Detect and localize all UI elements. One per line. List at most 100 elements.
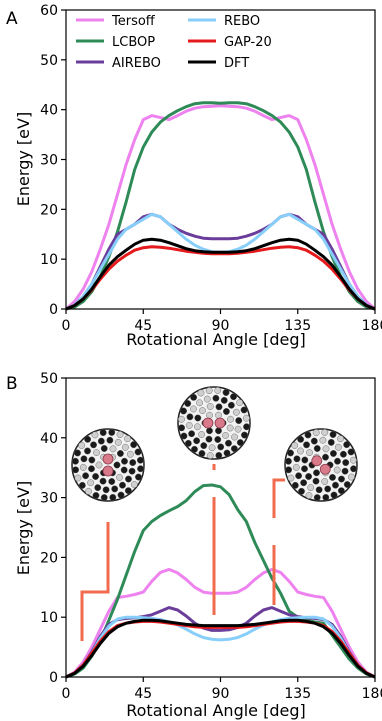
panel-a-xtick-label: 90 <box>212 318 230 334</box>
molecule-center-atom <box>212 394 220 402</box>
molecule-center-atom <box>194 423 201 431</box>
molecule-left-atom <box>124 435 131 443</box>
molecule-center-atom <box>243 414 250 422</box>
molecule-center-atom <box>198 450 206 457</box>
molecule-left-atom <box>87 479 95 487</box>
panel-a-ytick-label: 20 <box>40 202 58 218</box>
molecule-left-atom <box>88 456 96 464</box>
panel-a-series-airebo <box>65 212 376 311</box>
legend-label: GAP-20 <box>224 35 272 50</box>
panel-b-series-airebo <box>65 606 376 679</box>
molecule-left-atom <box>116 431 124 438</box>
molecule-right-atom <box>341 467 349 475</box>
panel-a-series-lcbop <box>65 101 376 311</box>
molecule-right-atom <box>347 448 355 456</box>
molecule-left-atom <box>92 473 99 480</box>
molecule-center-atom <box>232 408 240 416</box>
molecule-left-atom <box>129 459 137 466</box>
molecule-center <box>177 386 251 460</box>
molecule-center-atom <box>217 443 225 451</box>
panel-a-ylabel: Energy [eV] <box>14 112 33 206</box>
molecule-center-atom <box>200 442 208 450</box>
molecule-right-atom <box>315 486 323 494</box>
molecule-left-atom <box>100 494 108 501</box>
molecule-right-atom <box>342 459 350 466</box>
molecule-right-atom <box>295 472 303 480</box>
molecule-right-atom <box>305 492 313 499</box>
molecule-right-atom <box>321 478 329 485</box>
molecule-right-atom <box>350 465 357 473</box>
molecule-left-atom <box>80 455 88 463</box>
molecule-center-atom <box>191 445 198 453</box>
molecule-left-atom <box>116 474 123 481</box>
legend-label: Tersoff <box>111 14 156 29</box>
molecule-center-atom <box>186 413 194 421</box>
molecule-right-atom <box>329 474 336 481</box>
molecule-right-atom <box>304 431 312 439</box>
molecule-center-atom <box>208 444 216 452</box>
molecule-right-atom <box>313 469 320 477</box>
molecule-left-atom <box>111 485 119 493</box>
molecule-right-atom <box>291 481 299 489</box>
molecule-left-dimer-atom <box>102 465 114 477</box>
molecule-right-atom <box>297 435 305 443</box>
molecule-left-atom <box>134 448 142 456</box>
legend-label: DFT <box>224 56 249 71</box>
panel-b-xlabel: Rotational Angle [deg] <box>126 701 306 720</box>
molecule-center-atom <box>185 422 193 429</box>
molecule-right-atom <box>343 441 351 449</box>
molecule-right-atom <box>348 473 355 481</box>
molecule-right-dimer-atom <box>311 455 323 467</box>
panel-a: A Energy [eV] Rotational Angle [deg] 0 45… <box>6 3 382 349</box>
molecule-left-atom <box>125 475 132 483</box>
molecule-right-atom <box>330 491 338 499</box>
molecule-center-atom <box>236 439 244 446</box>
molecule-center-atom <box>180 407 187 415</box>
molecule-right-atom <box>291 442 299 449</box>
panel-a-ytick-label: 0 <box>49 302 58 318</box>
molecule-center-atom <box>214 387 222 394</box>
indicator-lines <box>80 464 285 641</box>
molecule-left-atom <box>84 447 91 455</box>
molecule-left-atom <box>120 466 128 474</box>
molecule-center-atom <box>206 452 214 459</box>
panel-b: B Energy [eV] Rotational Angle [deg] 0 45… <box>6 371 382 720</box>
molecule-left-atom <box>113 461 121 469</box>
panel-b-label: B <box>6 374 18 394</box>
molecule-center-atom <box>199 407 206 414</box>
molecule-right-atom <box>303 441 310 449</box>
molecule-center-atom <box>243 423 250 431</box>
molecule-center-atom <box>215 427 222 435</box>
molecule-right <box>284 428 358 502</box>
molecule-right-atom <box>298 487 305 495</box>
panel-b-series-rebo <box>65 615 376 679</box>
molecule-right-atom <box>322 494 330 501</box>
panel-a-ytick-label: 10 <box>40 252 58 268</box>
panel-b-plot: 0 45 90 135 180 0 10 20 30 40 50 <box>40 371 382 702</box>
molecule-left-atom <box>102 486 110 494</box>
molecule-right-atom <box>324 485 332 493</box>
panel-a-ytick-label: 30 <box>40 153 58 169</box>
molecule-center-atom <box>196 399 203 407</box>
molecule-left-atom <box>124 487 132 495</box>
molecule-left-atom <box>137 456 144 464</box>
molecule-left-atom <box>117 450 124 457</box>
molecule-center-atom <box>241 431 248 439</box>
panel-b-ytick-label: 0 <box>49 670 58 686</box>
molecule-center-atom <box>215 403 223 411</box>
molecule-center-atom <box>206 411 213 419</box>
molecule-center-atom <box>188 430 196 438</box>
molecule-center-atom <box>225 439 232 447</box>
molecule-right-atom <box>310 437 318 445</box>
molecule-center-atom <box>227 401 235 409</box>
molecule-center-atom <box>223 408 230 415</box>
panel-b-series-dft <box>65 618 376 679</box>
molecule-center-atom <box>235 417 243 424</box>
molecule-right-atom <box>301 456 309 464</box>
molecule-left-atom <box>109 494 117 501</box>
molecule-center-atom <box>206 427 213 435</box>
panel-a-xlabel: Rotational Angle [deg] <box>126 330 306 349</box>
molecule-center-atom <box>220 396 228 404</box>
molecule-left-atom <box>93 449 100 456</box>
molecule-right-atom <box>306 449 313 456</box>
